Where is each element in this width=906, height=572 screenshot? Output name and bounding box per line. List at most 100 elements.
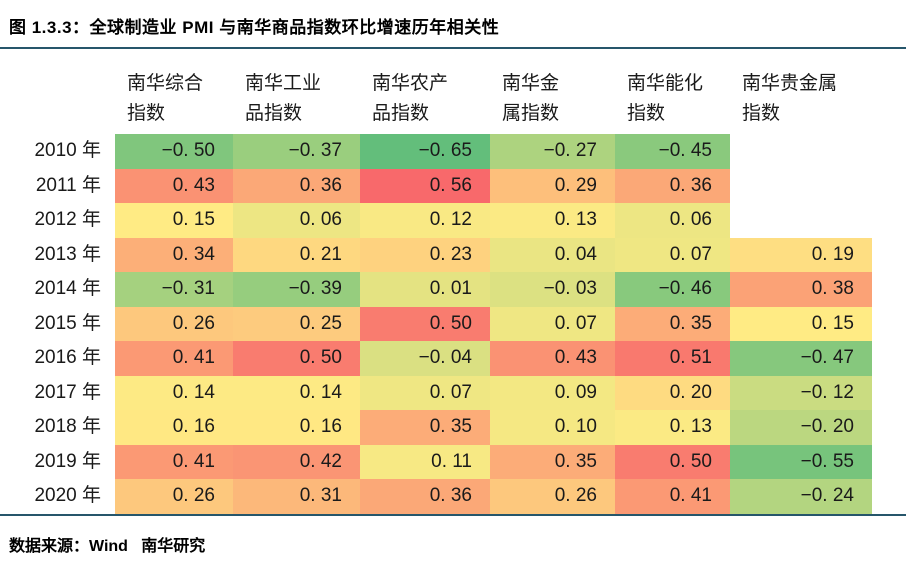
correlation-value-cell: 0. 01 [360, 272, 490, 307]
table-row: 2010 年 −0. 50 −0. 37 −0. 65 −0. 27 −0. 45 [0, 134, 872, 169]
correlation-value-cell: 0. 25 [233, 306, 360, 341]
correlation-value-cell: 0. 20 [615, 375, 730, 410]
correlation-value-cell: 0. 07 [360, 375, 490, 410]
empty-cell [730, 134, 872, 169]
correlation-value-cell: 0. 15 [115, 203, 233, 238]
correlation-value-cell: 0. 07 [490, 306, 615, 341]
table-row: 2019 年 0. 41 0. 42 0. 11 0. 35 0. 50 −0. 55 [0, 444, 872, 479]
correlation-value-cell: −0. 24 [730, 479, 872, 514]
correlation-value-cell: 0. 36 [360, 479, 490, 514]
correlation-value-cell: −0. 20 [730, 410, 872, 445]
row-year-label: 2014 年 [0, 272, 115, 307]
table-row: 2016 年 0. 41 0. 50 −0. 04 0. 43 0. 51 −0. 47 [0, 341, 872, 376]
correlation-value-cell: −0. 03 [490, 272, 615, 307]
correlation-value-cell: 0. 34 [115, 237, 233, 272]
correlation-value-cell: 0. 16 [115, 410, 233, 445]
correlation-value-cell: 0. 36 [615, 168, 730, 203]
correlation-value-cell: 0. 14 [233, 375, 360, 410]
correlation-value-cell: 0. 41 [115, 341, 233, 376]
correlation-value-cell: −0. 47 [730, 341, 872, 376]
correlation-value-cell: 0. 14 [115, 375, 233, 410]
correlation-value-cell: 0. 38 [730, 272, 872, 307]
column-header: 南华金 属指数 [502, 73, 560, 124]
correlation-value-cell: −0. 65 [360, 134, 490, 169]
figure-title: 图 1.3.3：全球制造业 PMI 与南华商品指数环比增速历年相关性 [9, 18, 500, 37]
table-row: 2017 年 0. 14 0. 14 0. 07 0. 09 0. 20 −0. 12 [0, 375, 872, 410]
row-year-label: 2013 年 [0, 237, 115, 272]
empty-cell [730, 168, 872, 203]
table-header: 南华综合 指数 南华工业 品指数 南华农产 品指数 南华金 属指数 南华能化 指数 南华贵… [0, 67, 872, 134]
correlation-value-cell: 0. 41 [115, 444, 233, 479]
table-row: 2020 年 0. 26 0. 31 0. 36 0. 26 0. 41 −0. 24 [0, 479, 872, 514]
column-header: 南华农产 品指数 [372, 73, 449, 124]
correlation-value-cell: 0. 35 [490, 444, 615, 479]
correlation-value-cell: 0. 15 [730, 306, 872, 341]
correlation-value-cell: −0. 46 [615, 272, 730, 307]
correlation-value-cell: 0. 06 [615, 203, 730, 238]
correlation-value-cell: 0. 19 [730, 237, 872, 272]
correlation-value-cell: 0. 23 [360, 237, 490, 272]
footer-rule [0, 513, 906, 516]
correlation-value-cell: 0. 51 [615, 341, 730, 376]
correlation-value-cell: 0. 50 [360, 306, 490, 341]
correlation-value-cell: 0. 26 [115, 479, 233, 514]
correlation-value-cell: 0. 50 [233, 341, 360, 376]
header-row: 南华综合 指数 南华工业 品指数 南华农产 品指数 南华金 属指数 南华能化 指数 南华贵… [0, 67, 872, 134]
correlation-value-cell: 0. 04 [490, 237, 615, 272]
correlation-value-cell: 0. 35 [360, 410, 490, 445]
corner-cell [0, 67, 115, 134]
correlation-value-cell: 0. 36 [233, 168, 360, 203]
column-header: 南华能化 指数 [627, 73, 704, 124]
empty-cell [730, 203, 872, 238]
row-year-label: 2011 年 [0, 168, 115, 203]
table-row: 2011 年 0. 43 0. 36 0. 56 0. 29 0. 36 [0, 168, 872, 203]
table-row: 2013 年 0. 34 0. 21 0. 23 0. 04 0. 07 0. 19 [0, 237, 872, 272]
correlation-value-cell: 0. 07 [615, 237, 730, 272]
correlation-value-cell: −0. 55 [730, 444, 872, 479]
correlation-value-cell: −0. 45 [615, 134, 730, 169]
row-year-label: 2012 年 [0, 203, 115, 238]
row-year-label: 2016 年 [0, 341, 115, 376]
correlation-value-cell: 0. 16 [233, 410, 360, 445]
correlation-value-cell: 0. 26 [115, 306, 233, 341]
row-year-label: 2019 年 [0, 444, 115, 479]
data-source: 数据来源：Wind 南华研究 [9, 537, 206, 555]
column-header: 南华工业 品指数 [245, 73, 322, 124]
row-year-label: 2015 年 [0, 306, 115, 341]
correlation-value-cell: 0. 31 [233, 479, 360, 514]
correlation-value-cell: 0. 43 [490, 341, 615, 376]
correlation-value-cell: −0. 27 [490, 134, 615, 169]
correlation-value-cell: 0. 11 [360, 444, 490, 479]
correlation-value-cell: 0. 56 [360, 168, 490, 203]
title-rule [0, 47, 906, 49]
table-row: 2018 年 0. 16 0. 16 0. 35 0. 10 0. 13 −0. 20 [0, 410, 872, 445]
correlation-value-cell: 0. 13 [490, 203, 615, 238]
correlation-value-cell: 0. 13 [615, 410, 730, 445]
correlation-value-cell: 0. 26 [490, 479, 615, 514]
correlation-value-cell: 0. 21 [233, 237, 360, 272]
row-year-label: 2010 年 [0, 134, 115, 169]
correlation-value-cell: −0. 50 [115, 134, 233, 169]
correlation-heatmap-table: 南华综合 指数 南华工业 品指数 南华农产 品指数 南华金 属指数 南华能化 指数 南华贵… [0, 67, 872, 514]
correlation-value-cell: −0. 31 [115, 272, 233, 307]
table-body: 2010 年 −0. 50 −0. 37 −0. 65 −0. 27 −0. 45 2011… [0, 134, 872, 514]
correlation-value-cell: −0. 39 [233, 272, 360, 307]
correlation-value-cell: 0. 43 [115, 168, 233, 203]
correlation-value-cell: −0. 04 [360, 341, 490, 376]
column-header: 南华综合 指数 [127, 73, 204, 124]
correlation-value-cell: 0. 29 [490, 168, 615, 203]
correlation-value-cell: 0. 10 [490, 410, 615, 445]
column-header: 南华贵金属 指数 [742, 73, 838, 124]
row-year-label: 2017 年 [0, 375, 115, 410]
row-year-label: 2020 年 [0, 479, 115, 514]
correlation-value-cell: 0. 06 [233, 203, 360, 238]
correlation-value-cell: 0. 42 [233, 444, 360, 479]
correlation-value-cell: −0. 37 [233, 134, 360, 169]
correlation-value-cell: 0. 09 [490, 375, 615, 410]
table-row: 2012 年 0. 15 0. 06 0. 12 0. 13 0. 06 [0, 203, 872, 238]
correlation-value-cell: 0. 41 [615, 479, 730, 514]
correlation-value-cell: 0. 35 [615, 306, 730, 341]
correlation-value-cell: 0. 50 [615, 444, 730, 479]
correlation-value-cell: 0. 12 [360, 203, 490, 238]
